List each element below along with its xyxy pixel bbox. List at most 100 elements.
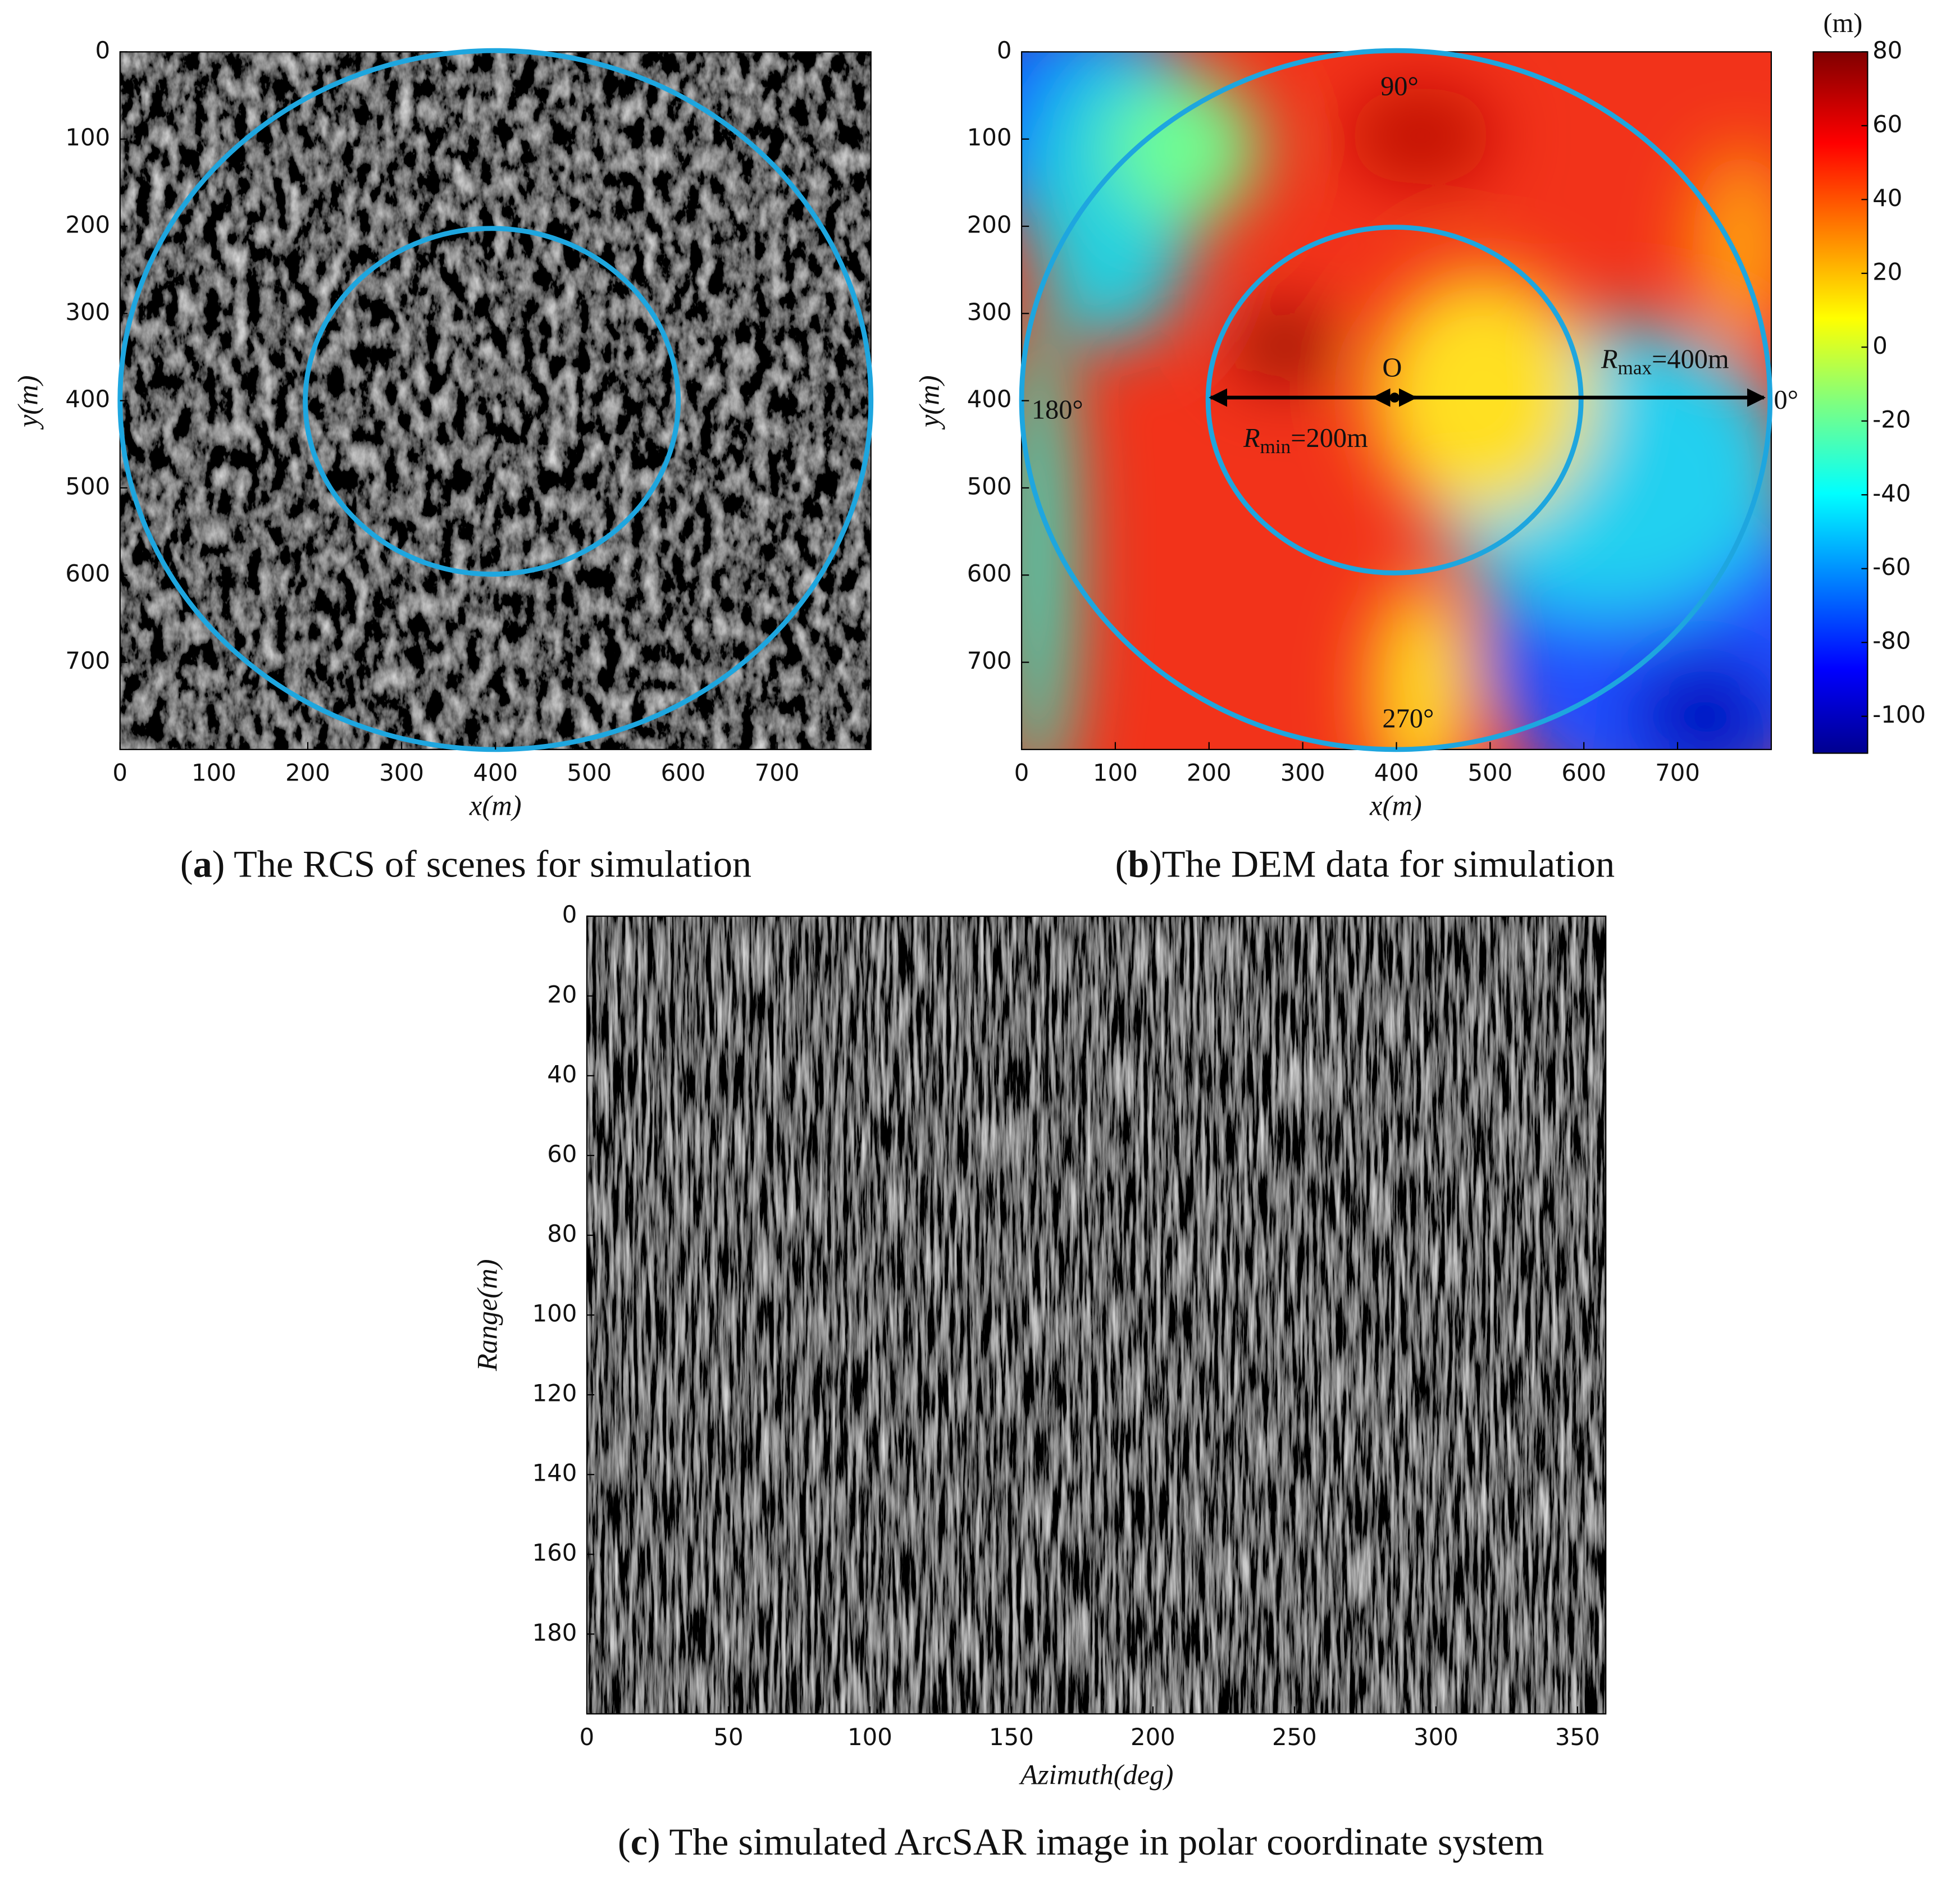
x-tick-label: 300 (379, 759, 424, 786)
caption-text: )The DEM data for simulation (1149, 842, 1615, 885)
y-tick-label: 400 (967, 385, 1012, 413)
y-tick-label: 60 (547, 1140, 577, 1167)
arcsar-image (586, 916, 1606, 1714)
radius-text: =400m (1652, 344, 1729, 374)
colorbar-tick-label: 80 (1872, 36, 1902, 64)
x-tick-label: 500 (1467, 759, 1512, 786)
angle-label: 270° (1382, 704, 1434, 733)
inner-circle (1205, 225, 1584, 576)
x-tick-label: 0 (580, 1723, 595, 1751)
x-tick-label: 600 (1561, 759, 1606, 786)
x-tick-label: 700 (1655, 759, 1700, 786)
angle-label: 90° (1380, 71, 1419, 101)
x-tick-label: 200 (285, 759, 330, 786)
caption-label: b (1128, 842, 1149, 885)
center-point (1389, 392, 1400, 403)
x-tick-label: 50 (713, 1723, 743, 1751)
y-axis-label: y(m) (12, 375, 43, 430)
colorbar-tick-label: -20 (1872, 405, 1911, 433)
radius-label: Rmin=200m (1243, 423, 1368, 458)
center-label: O (1382, 353, 1402, 383)
x-axis-label: x(m) (1369, 789, 1422, 821)
caption-label: a (193, 842, 212, 885)
x-axis-label: x(m) (469, 789, 522, 821)
y-tick-label: 40 (547, 1060, 577, 1088)
y-axis-label: y(m) (914, 375, 945, 430)
y-tick-label: 300 (967, 298, 1012, 326)
radius-label: Rmax=400m (1601, 344, 1729, 378)
y-tick-label: 180 (532, 1619, 577, 1646)
y-tick-label: 100 (967, 124, 1012, 151)
x-tick-label: 400 (473, 759, 518, 786)
radius-symbol: R (1243, 423, 1260, 453)
x-tick-label: 100 (192, 759, 236, 786)
y-tick-label: 20 (547, 980, 577, 1008)
y-tick-label: 100 (65, 124, 110, 151)
colorbar-tick-label: 40 (1872, 184, 1902, 212)
caption-label: c (631, 1820, 648, 1863)
x-tick-label: 200 (1131, 1723, 1175, 1751)
y-tick-label: 160 (532, 1539, 577, 1567)
colorbar-tick-label: 0 (1872, 332, 1888, 359)
x-tick-label: 150 (989, 1723, 1034, 1751)
y-tick-label: 600 (967, 560, 1012, 587)
caption-open: ( (1115, 842, 1128, 885)
x-tick-label: 300 (1414, 1723, 1459, 1751)
x-tick-label: 200 (1187, 759, 1232, 786)
radius-text: =200m (1291, 423, 1368, 453)
caption-open: ( (618, 1820, 631, 1863)
inner-circle (303, 226, 681, 577)
rcs-image (120, 52, 871, 750)
colorbar-tick-label: -60 (1872, 553, 1911, 581)
radius-symbol: R (1601, 344, 1618, 374)
caption: (c) The simulated ArcSAR image in polar … (618, 1820, 1544, 1863)
x-tick-label: 250 (1272, 1723, 1317, 1751)
colorbar-unit: (m) (1824, 8, 1863, 38)
x-tick-label: 100 (1093, 759, 1138, 786)
y-tick-label: 300 (65, 298, 110, 326)
caption: (b)The DEM data for simulation (1115, 842, 1615, 885)
y-tick-label: 100 (532, 1300, 577, 1327)
y-tick-label: 0 (95, 36, 111, 64)
x-tick-label: 600 (661, 759, 706, 786)
colorbar-tick-label: -80 (1872, 627, 1911, 655)
y-tick-label: 0 (562, 901, 577, 928)
colorbar-tick-label: -100 (1872, 701, 1926, 728)
y-tick-label: 120 (532, 1380, 577, 1407)
caption-text: ) The simulated ArcSAR image in polar co… (648, 1820, 1544, 1863)
colorbar (1812, 51, 1868, 754)
x-tick-label: 100 (847, 1723, 892, 1751)
y-tick-label: 400 (65, 385, 110, 413)
caption-open: ( (180, 842, 193, 885)
y-tick-label: 500 (65, 472, 110, 500)
x-tick-label: 300 (1280, 759, 1325, 786)
y-tick-label: 700 (967, 647, 1012, 674)
radius-subscript: max (1618, 357, 1652, 378)
y-tick-label: 200 (65, 211, 110, 238)
y-tick-label: 80 (547, 1220, 577, 1247)
x-axis-label: Azimuth(deg) (1019, 1759, 1173, 1791)
angle-label: 0° (1774, 385, 1799, 415)
x-tick-label: 400 (1374, 759, 1419, 786)
x-tick-label: 700 (755, 759, 800, 786)
radius-subscript: min (1260, 436, 1291, 458)
colorbar-tick-label: 60 (1872, 110, 1902, 138)
x-tick-label: 350 (1555, 1723, 1600, 1751)
angle-label: 180° (1032, 395, 1083, 425)
y-tick-label: 0 (997, 36, 1012, 64)
y-tick-label: 600 (65, 560, 110, 587)
y-axis-label: Range(m) (471, 1259, 503, 1371)
caption: (a) The RCS of scenes for simulation (180, 842, 751, 885)
x-tick-label: 500 (567, 759, 612, 786)
y-tick-label: 140 (532, 1459, 577, 1487)
x-tick-label: 0 (112, 759, 127, 786)
colorbar-tick-label: 20 (1872, 258, 1902, 285)
y-tick-label: 700 (65, 647, 110, 674)
colorbar-tick-label: -40 (1872, 480, 1911, 507)
y-tick-label: 200 (967, 211, 1012, 238)
x-tick-label: 0 (1014, 759, 1029, 786)
y-tick-label: 500 (967, 472, 1012, 500)
